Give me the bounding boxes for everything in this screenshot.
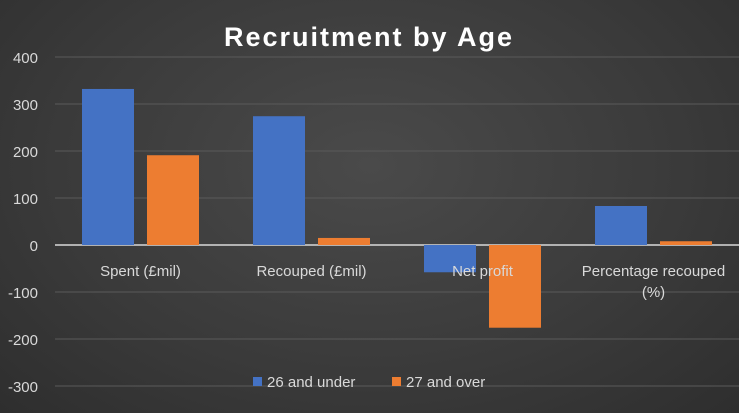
bar-series1 — [424, 245, 476, 273]
legend: 26 and under 27 and over — [253, 374, 485, 391]
y-tick-label: 100 — [13, 191, 38, 208]
x-axis-labels: Spent (£mil) Recouped (£mil) Net profit Per… — [100, 263, 725, 301]
bar-series1 — [253, 116, 305, 245]
bar-series2 — [147, 155, 199, 245]
y-tick-label: -300 — [8, 379, 38, 396]
y-tick-label: 0 — [30, 238, 38, 255]
x-tick-label: Percentage recouped (%) — [582, 263, 725, 301]
x-tick-label: Spent (£mil) — [100, 263, 181, 280]
legend-swatch — [392, 377, 401, 386]
y-tick-label: -100 — [8, 285, 38, 302]
y-tick-label: 400 — [13, 50, 38, 67]
bar-series1 — [82, 88, 134, 246]
x-tick-label: Recouped (£mil) — [256, 263, 366, 280]
bar-series2 — [660, 241, 712, 245]
bars — [82, 88, 712, 328]
legend-label: 26 and under — [267, 374, 355, 391]
bar-series1 — [595, 205, 647, 245]
chart-title: Recruitment by Age — [224, 22, 514, 52]
legend-label: 27 and over — [406, 374, 485, 391]
y-tick-label: -200 — [8, 332, 38, 349]
bar-series2 — [489, 245, 541, 328]
x-tick-label: Net profit — [452, 263, 514, 280]
y-axis: 400 300 200 100 0 -100 -200 -300 — [8, 50, 38, 396]
y-tick-label: 300 — [13, 97, 38, 114]
legend-swatch — [253, 377, 262, 386]
y-tick-label: 200 — [13, 144, 38, 161]
bar-series2 — [318, 237, 370, 245]
